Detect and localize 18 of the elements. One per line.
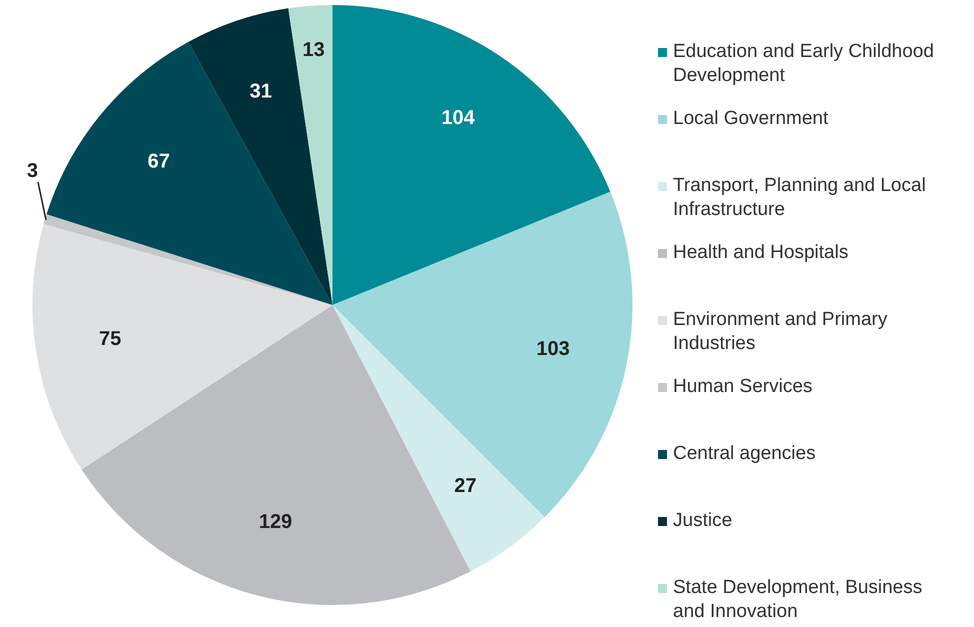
legend-label: Human Services — [673, 375, 812, 399]
data-label: 104 — [441, 106, 476, 129]
legend-label: State Development, Business and Innovation — [673, 576, 924, 624]
legend-label: Health and Hospitals — [673, 241, 848, 265]
data-label: 67 — [148, 150, 170, 173]
data-label: 103 — [536, 338, 570, 360]
data-label: 31 — [250, 80, 272, 102]
data-label: 129 — [258, 511, 292, 534]
data-label: 3 — [26, 160, 38, 182]
data-label: 13 — [302, 39, 325, 62]
legend-label: Environment and Primary Industries — [673, 308, 888, 356]
legend-label: Local Government — [673, 107, 828, 131]
legend-label: Transport, Planning and Local Infrastructure — [673, 174, 927, 222]
legend-label: Central agencies — [673, 442, 816, 466]
legend-label: Justice — [673, 509, 732, 533]
legend-label: Education and Early Childhood Development — [673, 40, 935, 88]
data-label: 27 — [454, 475, 476, 498]
data-label: 75 — [99, 328, 122, 350]
